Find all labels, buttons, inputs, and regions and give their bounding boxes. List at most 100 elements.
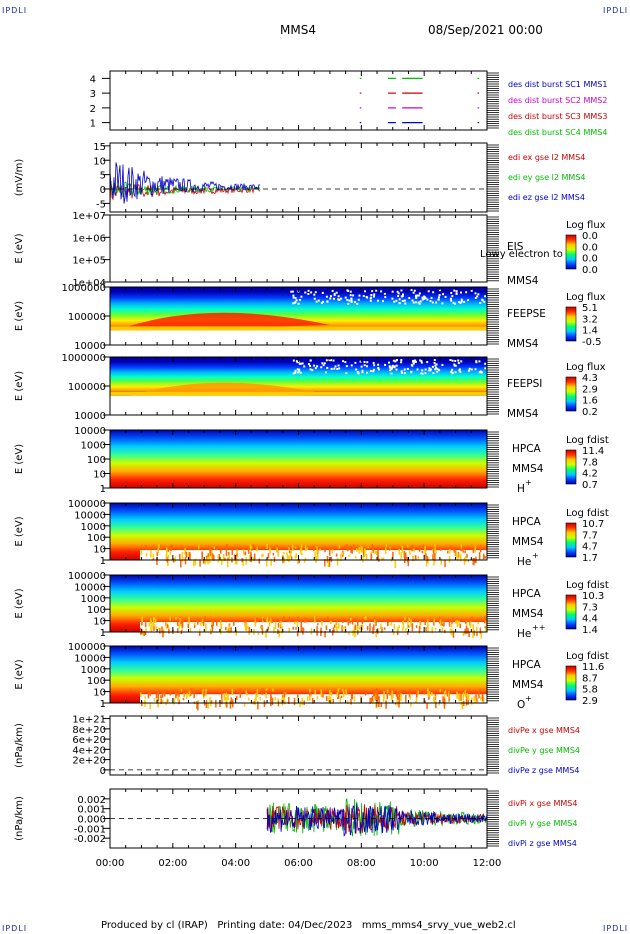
spectrogram-gap <box>325 359 328 362</box>
spectrogram-speckle <box>242 549 245 555</box>
spectrogram-speckle <box>295 553 298 558</box>
spectrogram-speckle <box>179 553 181 560</box>
spectrogram-speckle <box>140 550 143 555</box>
spectrogram-speckle <box>249 555 251 562</box>
spectrogram-speckle <box>389 546 391 550</box>
y-tick-label: 1e+21 <box>72 715 106 726</box>
spectrogram-speckle <box>201 552 203 559</box>
instrument-label: FEEPSI <box>507 378 542 390</box>
spectrogram-speckle <box>373 618 376 624</box>
spectrogram-gap <box>430 296 433 299</box>
spectrogram-background <box>110 430 487 488</box>
spectrogram-speckle <box>271 618 273 623</box>
spectrogram-gap <box>345 365 348 368</box>
spectrogram-gap <box>304 291 307 294</box>
spectrogram-gap <box>450 370 453 373</box>
spectrogram-speckle <box>408 617 410 621</box>
instrument-label: HPCA <box>512 443 542 455</box>
y-axis-label: E (eV) <box>14 301 25 331</box>
spectrogram-speckle <box>434 695 436 699</box>
spectrogram-speckle <box>210 702 212 707</box>
spectrogram-speckle <box>464 556 467 563</box>
spectrogram-gap <box>455 290 458 293</box>
y-axis-label: E (eV) <box>14 516 25 546</box>
spectrogram-speckle <box>157 627 160 630</box>
spectrogram-gap <box>313 364 316 367</box>
spectrogram-speckle <box>153 698 156 702</box>
spectrogram-gap <box>294 369 297 372</box>
spectrogram-speckle <box>157 701 159 708</box>
spectrogram-speckle <box>427 618 429 627</box>
y-tick-label: 100000 <box>68 571 106 582</box>
spectrogram-speckle <box>373 624 375 631</box>
colorbar-tick-label: 4.3 <box>582 373 598 384</box>
spectrogram-speckle <box>294 621 296 625</box>
spectrogram-speckle <box>342 690 345 698</box>
instrument-label: MMS4 <box>507 275 539 287</box>
spectrogram-gap <box>429 369 432 372</box>
spectrogram-speckle <box>336 692 339 697</box>
spectrogram-speckle <box>252 544 255 548</box>
spectrogram-gap <box>470 289 473 292</box>
colorbar <box>565 306 577 342</box>
spectrogram-gap <box>421 369 424 372</box>
spectrogram-speckle <box>476 631 478 636</box>
spectrogram-gap <box>391 290 394 293</box>
spectrogram-speckle <box>390 557 393 562</box>
spectrogram-speckle <box>474 545 477 553</box>
spectrogram-speckle <box>317 623 319 626</box>
spectrogram-speckle <box>225 689 227 693</box>
spectrogram-speckle <box>357 620 359 627</box>
spectrogram-speckle <box>189 553 191 561</box>
spectrogram-speckle <box>184 547 186 555</box>
spectrogram-empty <box>110 330 487 345</box>
colorbar-tick-label: 1.4 <box>582 625 598 636</box>
spectrogram-speckle <box>302 627 304 635</box>
spectrogram-speckle <box>326 556 329 563</box>
spectrogram-gap <box>403 368 406 371</box>
spectrogram-speckle <box>224 696 227 701</box>
colorbar-title: Log fdist <box>566 580 609 591</box>
spectrogram-speckle <box>382 557 385 561</box>
spectrogram-speckle <box>144 622 147 628</box>
spectrogram-speckle <box>257 701 259 710</box>
spectrogram-speckle <box>485 620 488 628</box>
spectrogram-gap <box>344 296 347 299</box>
spectrogram-speckle <box>288 547 290 550</box>
spectrogram-speckle <box>356 625 359 631</box>
spectrogram-gap <box>416 368 419 371</box>
spectrogram-speckle <box>328 695 330 700</box>
spectrogram-speckle <box>288 555 290 562</box>
species-label: He <box>517 556 531 568</box>
spectrogram-speckle <box>337 692 340 699</box>
spectrogram-gap <box>321 291 324 294</box>
spectrogram-speckle <box>193 546 196 550</box>
spectrogram-gap <box>434 364 437 367</box>
spectrogram-speckle <box>210 700 213 703</box>
spectrogram-gap <box>442 293 445 296</box>
colorbar-title: Log flux <box>566 362 606 373</box>
colorbar-title: Log fdist <box>566 435 609 446</box>
spectrogram-gap <box>413 289 416 292</box>
spectrogram-speckle <box>394 702 397 705</box>
spectrogram-speckle <box>227 557 229 561</box>
instrument-label: MMS4 <box>512 463 544 475</box>
spectrogram-gap <box>383 292 386 295</box>
spectrogram-speckle <box>447 691 450 699</box>
spectrogram-gap <box>313 293 316 296</box>
spectrogram-gap <box>292 302 295 305</box>
spectrogram-speckle <box>364 616 366 620</box>
spectrogram-speckle <box>225 692 228 697</box>
spectrogram-speckle <box>433 557 435 566</box>
spectrogram-speckle <box>292 626 295 630</box>
spectrogram-speckle <box>154 619 157 623</box>
spectrogram-speckle <box>266 616 269 623</box>
spectrogram-speckle <box>288 697 290 704</box>
spectrogram-speckle <box>330 556 333 562</box>
instrument-label: HPCA <box>512 659 542 671</box>
spectrogram-speckle <box>374 693 376 701</box>
spectrogram-speckle <box>382 618 385 622</box>
spectrogram-speckle <box>332 627 335 633</box>
spectrogram-speckle <box>465 621 468 626</box>
